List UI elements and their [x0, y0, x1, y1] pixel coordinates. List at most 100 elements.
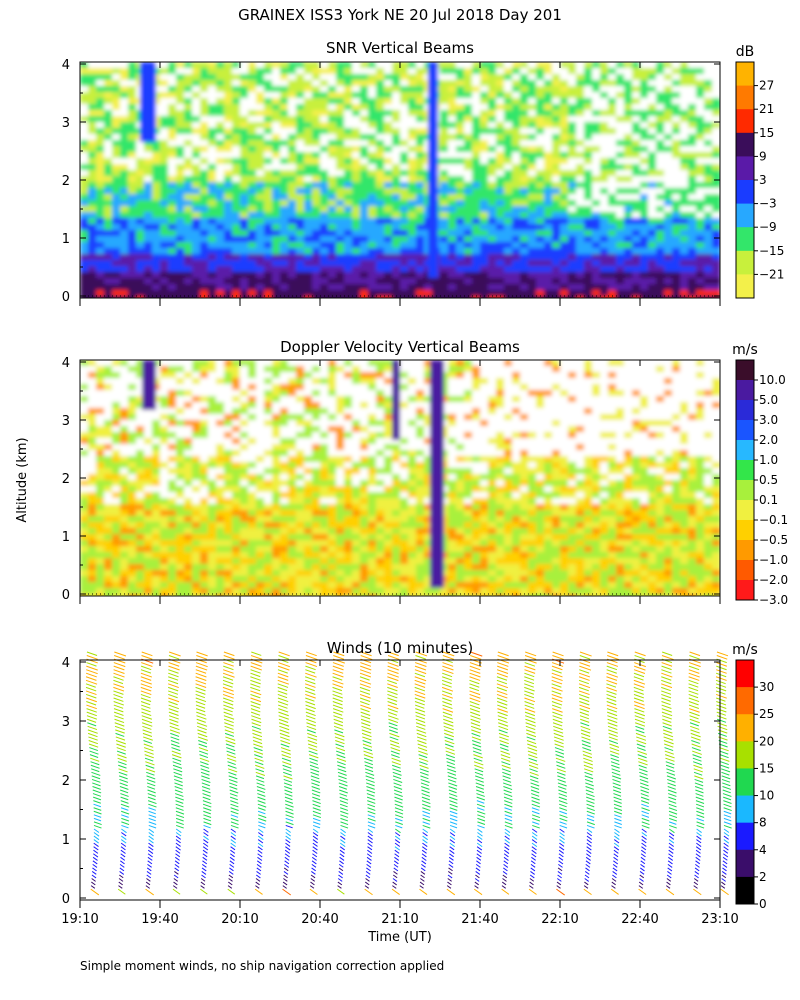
snr-cell [200, 158, 209, 165]
snr-cell [232, 122, 241, 129]
snr-cell [688, 116, 697, 123]
snr-cell [448, 266, 457, 273]
snr-cell [128, 248, 137, 255]
snr-cell [696, 80, 705, 87]
snr-cell [544, 74, 553, 81]
snr-cell [640, 254, 649, 261]
snr-cell [120, 110, 129, 117]
doppler-cell [416, 468, 425, 475]
doppler-cell [328, 528, 337, 535]
snr-cell [384, 62, 393, 69]
snr-cell [688, 80, 697, 87]
snr-cell [168, 68, 177, 75]
snr-cell [120, 140, 129, 147]
snr-cell [248, 290, 257, 297]
snr-cell [632, 62, 641, 69]
doppler-cell [208, 564, 217, 571]
snr-cell [600, 146, 609, 153]
snr-cell [104, 134, 113, 141]
snr-cell [184, 242, 193, 249]
snr-cell [392, 224, 401, 231]
snr-cell [616, 164, 625, 171]
doppler-cell [104, 582, 113, 589]
snr-cell [552, 92, 561, 99]
snr-cell [632, 272, 641, 279]
snr-cell [456, 134, 465, 141]
snr-cell [216, 260, 225, 267]
snr-cell [384, 104, 393, 111]
snr-cell [80, 170, 89, 177]
doppler-cell [336, 552, 345, 559]
snr-cell [448, 80, 457, 87]
snr-cell [288, 146, 297, 153]
doppler-cell [376, 462, 385, 469]
doppler-cell [280, 474, 289, 481]
snr-cell [584, 194, 593, 201]
doppler-cell [120, 510, 129, 517]
snr-cell [176, 296, 185, 298]
snr-cell [440, 296, 449, 298]
snr-cell [536, 206, 545, 213]
doppler-cell [416, 510, 425, 517]
snr-cell [408, 170, 417, 177]
snr-cell [464, 80, 473, 87]
snr-cell [200, 152, 209, 159]
snr-cell [120, 158, 129, 165]
doppler-cell [352, 546, 361, 553]
snr-cell [336, 176, 345, 183]
snr-cell [608, 218, 617, 225]
snr-cell [448, 110, 457, 117]
snr-cell [544, 290, 553, 297]
snr-cell [440, 92, 449, 99]
doppler-cell [368, 510, 377, 517]
doppler-cell [160, 450, 169, 457]
doppler-cell [88, 582, 97, 589]
snr-cell [400, 158, 409, 165]
doppler-cell [144, 528, 153, 535]
doppler-cell [232, 414, 241, 421]
doppler-cell [240, 558, 249, 565]
snr-cell [312, 296, 321, 298]
snr-cell [80, 68, 89, 75]
snr-cell [584, 272, 593, 279]
doppler-cell [144, 534, 153, 541]
doppler-cell [136, 384, 145, 391]
doppler-cell [256, 480, 265, 487]
snr-cell [88, 134, 97, 141]
doppler-cell [136, 390, 145, 397]
snr-cell [440, 290, 449, 297]
snr-cell [568, 62, 577, 69]
snr-cell [256, 272, 265, 279]
snr-cell [224, 86, 233, 93]
snr-cell [648, 152, 657, 159]
snr-cell [96, 128, 105, 135]
snr-cell [248, 122, 257, 129]
doppler-cell [184, 378, 193, 385]
snr-cell [352, 80, 361, 87]
snr-cell [152, 98, 161, 105]
snr-cell [568, 158, 577, 165]
doppler-cell [192, 486, 201, 493]
doppler-cell [224, 534, 233, 541]
snr-cell [424, 278, 433, 285]
snr-cell [216, 170, 225, 177]
doppler-cell [216, 576, 225, 583]
snr-cell [400, 200, 409, 207]
snr-cell [616, 158, 625, 165]
snr-cell [456, 80, 465, 87]
doppler-cell [184, 558, 193, 565]
doppler-cell [200, 360, 209, 367]
snr-cell [280, 104, 289, 111]
snr-cell [176, 122, 185, 129]
doppler-cell [128, 420, 137, 427]
snr-cell [696, 290, 705, 297]
doppler-cell [344, 540, 353, 547]
snr-cell [288, 254, 297, 261]
snr-cell [560, 152, 569, 159]
doppler-cell [176, 420, 185, 427]
snr-cell [592, 188, 601, 195]
snr-cell [176, 248, 185, 255]
snr-cell [320, 266, 329, 273]
snr-cell [480, 260, 489, 267]
snr-cell [664, 86, 673, 93]
